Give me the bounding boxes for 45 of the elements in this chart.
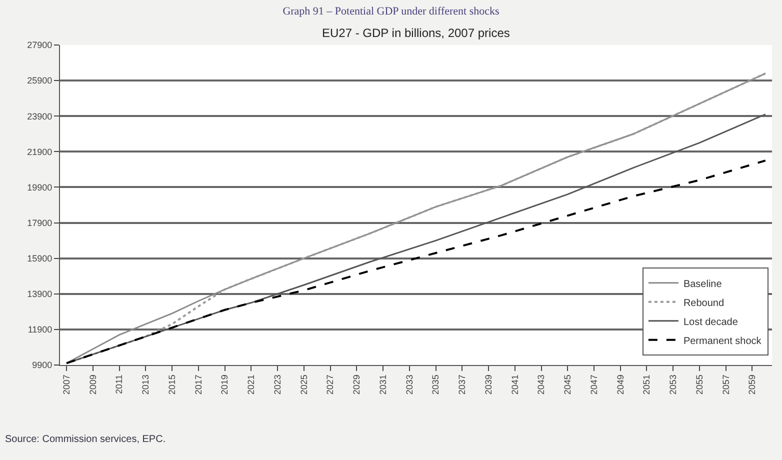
y-tick-label: 23900 <box>27 111 52 122</box>
x-tick-label: 2031 <box>378 374 388 395</box>
x-tick-label: 2013 <box>140 374 151 395</box>
x-tick-label: 2053 <box>668 374 678 395</box>
x-tick-label: 2025 <box>298 374 309 395</box>
chart-subtitle: EU27 - GDP in billions, 2007 prices <box>322 26 510 40</box>
x-tick-label: 2047 <box>588 374 599 395</box>
legend-label: Permanent shock <box>683 336 762 347</box>
y-tick-label: 25900 <box>27 76 52 86</box>
y-tick-label: 21900 <box>27 146 52 157</box>
x-tick-label: 2011 <box>114 374 124 394</box>
x-tick-label: 2027 <box>325 374 336 395</box>
y-tick-label: 9900 <box>32 360 52 370</box>
chart-title: Graph 91 – Potential GDP under different shocks <box>282 6 500 18</box>
x-tick-label: 2051 <box>642 374 652 395</box>
x-tick-label: 2019 <box>220 374 230 395</box>
x-tick-label: 2057 <box>720 374 731 395</box>
x-tick-label: 2039 <box>483 374 494 395</box>
legend-label: Rebound <box>683 298 724 309</box>
x-tick-label: 2049 <box>615 374 626 395</box>
line-series <box>66 160 766 364</box>
x-tick-label: 2041 <box>510 374 520 395</box>
y-tick-label: 27900 <box>27 40 52 50</box>
x-tick-label: 2043 <box>536 374 546 395</box>
x-tick-label: 2007 <box>62 374 72 395</box>
x-tick-label: 2017 <box>193 374 204 395</box>
legend-label: Lost decade <box>683 316 738 328</box>
legend-label: Baseline <box>683 278 722 290</box>
y-tick-label: 15900 <box>27 253 52 264</box>
x-tick-label: 2033 <box>404 374 414 395</box>
x-tick-label: 2015 <box>166 374 177 395</box>
x-tick-label: 2035 <box>430 374 441 395</box>
y-tick-label: 13900 <box>27 289 52 300</box>
y-tick-label: 19900 <box>27 182 52 192</box>
x-tick-label: 2055 <box>694 374 704 395</box>
x-tick-label: 2059 <box>747 374 758 395</box>
x-tick-label: 2021 <box>246 374 256 395</box>
x-tick-label: 2023 <box>272 374 282 395</box>
y-tick-label: 17900 <box>27 218 52 228</box>
y-tick-label: 11900 <box>28 324 52 335</box>
x-tick-label: 2029 <box>352 374 362 395</box>
x-tick-label: 2009 <box>88 374 98 395</box>
x-tick-label: 2045 <box>562 374 573 395</box>
source-note: Source: Commission services, EPC. <box>5 434 166 445</box>
x-tick-label: 2037 <box>457 374 468 395</box>
